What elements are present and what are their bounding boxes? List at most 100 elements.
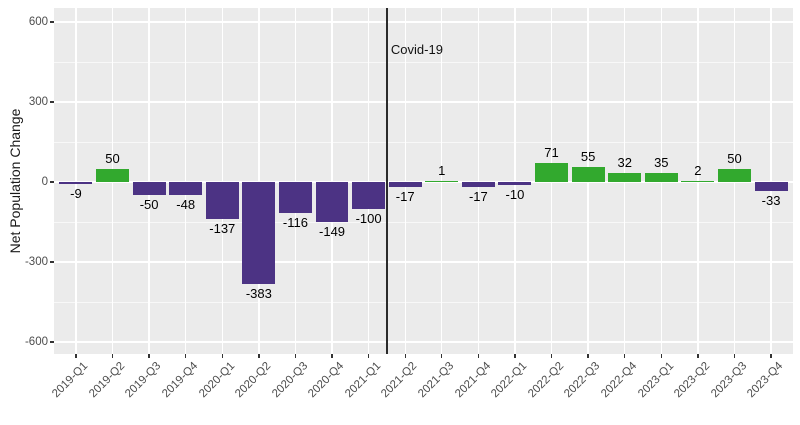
gridline-minor [54,141,793,143]
bar-value-label: -9 [70,186,82,202]
x-axis-tick [185,354,187,358]
bar-value-label: -149 [319,223,346,239]
bar [388,182,422,187]
bar [96,168,129,182]
bar-value-label: -50 [139,197,159,213]
bar [59,182,93,185]
x-axis-tick [111,354,114,358]
bar-value-label: 55 [580,149,596,165]
x-axis-tick [514,354,516,358]
bar-value-label: -100 [355,210,382,226]
bar-value-label: 32 [617,155,632,171]
bar-value-label: 71 [544,145,559,161]
bar-value-label: 50 [105,150,120,166]
y-axis-tick [50,101,54,103]
x-axis-tick-label: 2019-Q4 [160,360,201,401]
gridline-vertical [258,8,260,354]
bar [315,182,349,222]
x-axis-tick [148,354,150,358]
bar-value-label: -116 [282,214,308,230]
gridline-vertical [185,8,187,354]
bar [754,182,788,191]
x-axis-tick [587,354,589,358]
bar [132,182,166,196]
x-axis-tick-label: 2019-Q1 [50,360,91,401]
x-axis-tick-label: 2020-Q4 [306,360,347,401]
bar-value-label: -383 [245,286,272,302]
y-axis-title: Net Population Change [7,108,23,254]
gridline-vertical [148,8,150,354]
bar-value-label: 35 [654,154,669,170]
bar-value-label: 2 [694,163,702,178]
bar-value-label: -33 [761,192,781,208]
bar-value-label: -17 [468,188,488,204]
bar-value-label: -17 [395,188,415,204]
gridline-minor [54,301,793,303]
x-axis-tick-label: 2020-Q3 [269,360,310,401]
gridline-vertical [331,8,333,354]
gridline-major [54,341,793,343]
bar [498,182,532,185]
covid-event-line [386,8,388,354]
x-axis-tick-label: 2019-Q2 [86,360,128,401]
bar [169,182,203,195]
x-axis-tick-label: 2021-Q4 [452,360,493,401]
gridline-major [54,261,793,263]
gridline-vertical [770,8,772,354]
x-axis-tick-label: 2020-Q2 [233,360,274,401]
bar [205,182,239,219]
bar [718,168,751,182]
gridline-vertical [294,8,297,354]
x-axis-tick [404,354,406,358]
gridline-minor [54,221,793,223]
y-axis-tick [50,21,54,23]
gridline-vertical [367,8,370,354]
x-axis-tick-label: 2022-Q1 [489,360,530,401]
bar [681,181,715,182]
bar [425,181,459,182]
x-axis-tick [477,354,480,358]
y-axis-tick-label: 0 [41,176,48,188]
x-axis-tick [294,354,297,358]
x-axis-tick-label: 2021-Q2 [379,360,420,401]
y-axis-tick [50,261,54,263]
x-axis-tick-label: 2019-Q3 [123,360,164,401]
y-axis-tick [50,341,54,343]
x-axis-tick-label: 2020-Q1 [196,360,237,401]
x-axis-tick-label: 2021-Q3 [416,360,457,401]
x-axis-tick [441,354,443,358]
x-axis-tick-label: 2022-Q4 [599,360,640,401]
y-axis-tick [50,181,54,183]
gridline-minor [54,61,793,63]
x-axis-tick [75,354,77,358]
bar [571,167,605,182]
bar-value-label: -137 [209,220,236,236]
x-axis-tick [624,354,626,358]
x-axis-tick-label: 2023-Q3 [708,360,749,401]
bar [644,172,678,182]
x-axis-tick [258,354,260,358]
x-axis-tick [221,354,223,358]
covid-annotation-label: Covid-19 [390,42,443,57]
bar [608,173,642,182]
y-axis-tick-label: -300 [24,256,48,268]
gridline-vertical [477,8,480,354]
y-axis-tick-label: 600 [28,16,48,28]
gridline-major [54,21,793,23]
bar [535,163,568,182]
gridline-major [54,101,793,103]
bar [352,182,386,209]
x-axis-tick-label: 2023-Q2 [672,360,713,401]
bar-value-label: -10 [505,186,525,202]
x-axis-tick-label: 2023-Q4 [745,360,786,401]
bar-value-label: 1 [438,163,446,178]
x-axis-tick [550,354,553,358]
gridline-major [54,181,793,183]
bar [461,182,495,187]
x-axis-tick-label: 2022-Q3 [562,360,603,401]
y-axis-tick-label: 300 [28,96,48,108]
x-axis-tick [367,354,370,358]
gridline-vertical [75,8,77,354]
x-axis-tick [697,354,699,358]
